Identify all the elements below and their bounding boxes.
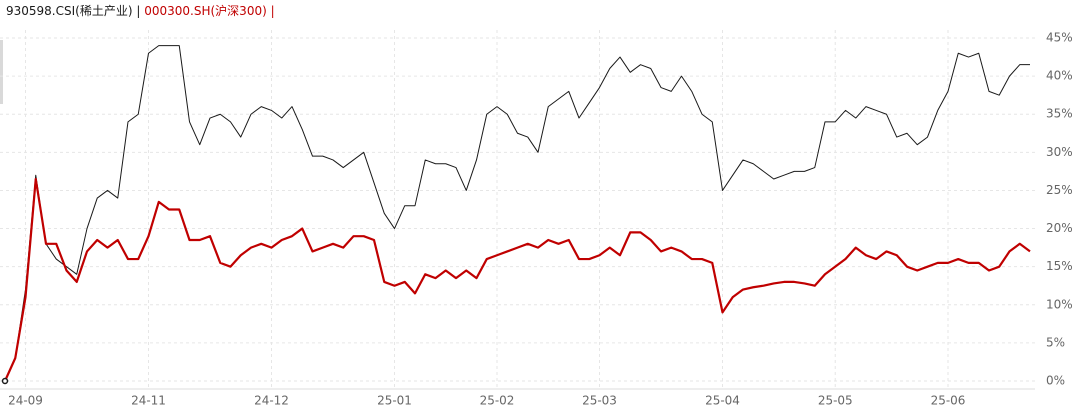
x-tick-label: 25-01 [377,394,412,408]
scroll-handle [0,40,3,104]
x-tick-label: 24-12 [254,394,289,408]
x-tick-label: 25-04 [705,394,740,408]
y-tick-label: 10% [1046,297,1073,311]
y-tick-label: 45% [1046,31,1073,45]
y-tick-label: 20% [1046,221,1073,235]
y-tick-label: 40% [1046,69,1073,83]
series-line [4,45,1030,382]
x-tick-label: 24-11 [131,394,166,408]
legend-entry: 000300.SH(沪深300) [144,4,267,18]
y-tick-label: 0% [1046,374,1065,388]
separator: | [136,4,140,18]
series-line [3,177,1031,382]
legend: 930598.CSI(稀土产业) | 000300.SH(沪深300) | [6,4,275,18]
legend-entry: 930598.CSI(稀土产业) [6,4,133,18]
y-tick-label: 5% [1046,335,1065,349]
x-tick-label: 25-06 [931,394,966,408]
x-tick-label: 25-02 [480,394,515,408]
y-tick-label: 15% [1046,259,1073,273]
y-tick-label: 25% [1046,183,1073,197]
y-tick-label: 30% [1046,145,1073,159]
x-tick-label: 24-09 [8,394,43,408]
x-tick-label: 25-03 [582,394,617,408]
origin-marker [1,377,9,385]
separator: | [271,4,275,18]
y-tick-label: 35% [1046,107,1073,121]
x-tick-label: 25-05 [818,394,853,408]
